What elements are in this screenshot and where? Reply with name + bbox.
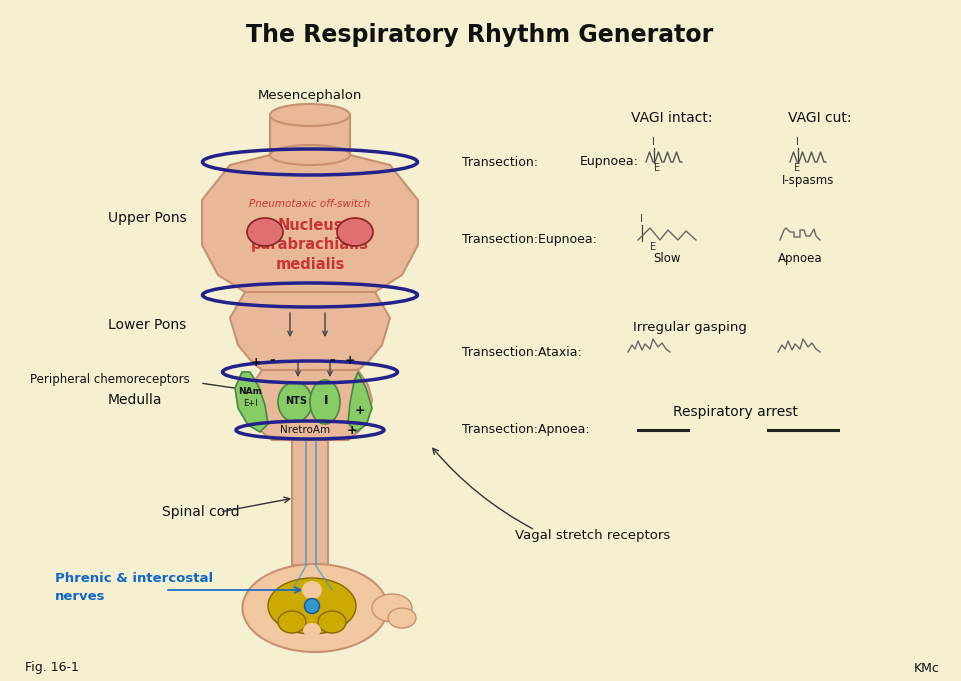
Polygon shape [270,115,350,155]
Text: -: - [269,353,275,367]
Text: Eupnoea:: Eupnoea: [580,155,639,168]
Ellipse shape [337,218,373,246]
Ellipse shape [270,104,350,126]
Text: +: + [355,404,365,417]
Text: E: E [794,163,801,173]
Text: +: + [347,424,357,437]
Text: nerves: nerves [55,590,106,603]
Text: I: I [796,137,799,147]
Text: Apnoea: Apnoea [777,252,823,265]
Ellipse shape [270,145,350,165]
Text: The Respiratory Rhythm Generator: The Respiratory Rhythm Generator [246,23,714,47]
Polygon shape [248,370,372,440]
Ellipse shape [310,380,340,424]
Text: Mesencephalon: Mesencephalon [258,89,362,101]
Text: VAGI intact:: VAGI intact: [631,111,713,125]
Text: Transection:Apnoea:: Transection:Apnoea: [462,424,590,437]
Text: I-spasms: I-spasms [782,174,834,187]
Polygon shape [348,372,372,432]
Text: Medulla: Medulla [108,393,162,407]
Text: Lower Pons: Lower Pons [108,318,186,332]
Polygon shape [202,155,418,292]
Text: -: - [329,353,334,367]
Text: Upper Pons: Upper Pons [108,211,186,225]
Text: Nucleus
parabrachialis
medialis: Nucleus parabrachialis medialis [251,218,369,272]
Ellipse shape [303,623,321,637]
Text: NTS: NTS [285,396,307,406]
Ellipse shape [278,382,312,422]
Ellipse shape [388,608,416,628]
Text: Phrenic & intercostal: Phrenic & intercostal [55,571,213,584]
Ellipse shape [242,564,387,652]
Text: I: I [324,394,329,407]
Text: Transection:Eupnoea:: Transection:Eupnoea: [462,234,597,247]
Text: Pneumotaxic off-switch: Pneumotaxic off-switch [249,199,371,209]
Ellipse shape [302,581,322,599]
Text: E: E [650,242,656,252]
Text: E: E [653,163,660,173]
Text: VAGI cut:: VAGI cut: [788,111,851,125]
Polygon shape [230,292,390,370]
Ellipse shape [278,611,306,633]
Ellipse shape [268,578,356,634]
Text: Spinal cord: Spinal cord [162,505,239,519]
Ellipse shape [247,218,283,246]
Text: Slow: Slow [653,252,680,265]
Text: I: I [652,137,654,147]
Text: Transection:Ataxia:: Transection:Ataxia: [462,345,581,358]
Text: Peripheral chemoreceptors: Peripheral chemoreceptors [30,373,189,387]
Text: Transection:: Transection: [462,155,538,168]
Ellipse shape [372,594,412,622]
Text: +: + [251,356,261,370]
Text: Irregular gasping: Irregular gasping [633,321,747,334]
Text: KMc: KMc [914,661,940,674]
Text: +: + [345,353,356,366]
Polygon shape [235,372,268,432]
Text: E+I: E+I [243,398,258,407]
Ellipse shape [305,599,319,614]
Text: Fig. 16-1: Fig. 16-1 [25,661,79,674]
Polygon shape [292,440,328,565]
Text: Vagal stretch receptors: Vagal stretch receptors [515,530,670,543]
Ellipse shape [318,611,346,633]
Text: Respiratory arrest: Respiratory arrest [673,405,798,419]
Text: I: I [640,214,643,224]
Text: NretroAm: NretroAm [280,425,330,435]
Text: NAm: NAm [238,387,262,396]
